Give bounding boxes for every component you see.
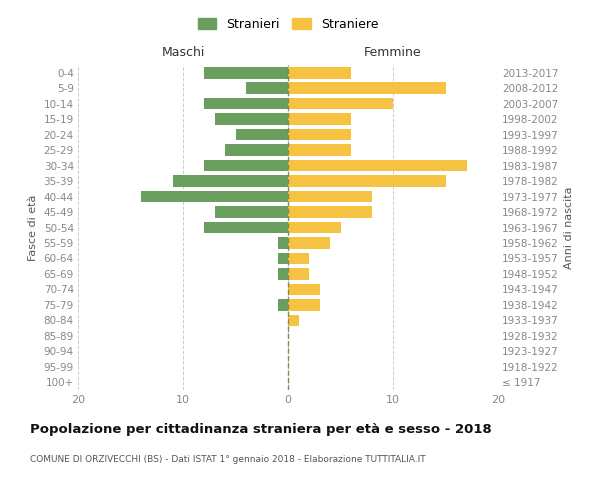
Bar	[288, 190, 372, 202]
Bar	[235, 129, 288, 140]
Bar	[288, 144, 351, 156]
Bar	[288, 114, 351, 125]
Bar	[288, 237, 330, 249]
Bar	[288, 299, 320, 310]
Text: Popolazione per cittadinanza straniera per età e sesso - 2018: Popolazione per cittadinanza straniera p…	[30, 422, 492, 436]
Bar	[288, 176, 445, 187]
Bar	[215, 206, 288, 218]
Text: COMUNE DI ORZIVECCHI (BS) - Dati ISTAT 1° gennaio 2018 - Elaborazione TUTTITALIA: COMUNE DI ORZIVECCHI (BS) - Dati ISTAT 1…	[30, 455, 425, 464]
Bar	[141, 190, 288, 202]
Bar	[173, 176, 288, 187]
Y-axis label: Fasce di età: Fasce di età	[28, 194, 38, 260]
Bar	[277, 252, 288, 264]
Bar	[277, 268, 288, 280]
Legend: Stranieri, Straniere: Stranieri, Straniere	[194, 14, 382, 34]
Bar	[288, 206, 372, 218]
Bar	[288, 129, 351, 140]
Bar	[288, 314, 299, 326]
Text: Maschi: Maschi	[161, 46, 205, 59]
Bar	[288, 67, 351, 78]
Bar	[204, 67, 288, 78]
Bar	[246, 82, 288, 94]
Bar	[204, 222, 288, 234]
Bar	[288, 252, 309, 264]
Bar	[215, 114, 288, 125]
Bar	[288, 222, 341, 234]
Bar	[204, 160, 288, 172]
Bar	[277, 237, 288, 249]
Bar	[277, 299, 288, 310]
Text: Femmine: Femmine	[364, 46, 422, 59]
Y-axis label: Anni di nascita: Anni di nascita	[565, 186, 574, 269]
Bar	[288, 82, 445, 94]
Bar	[288, 160, 467, 172]
Bar	[225, 144, 288, 156]
Bar	[288, 98, 393, 110]
Bar	[204, 98, 288, 110]
Bar	[288, 284, 320, 295]
Bar	[288, 268, 309, 280]
